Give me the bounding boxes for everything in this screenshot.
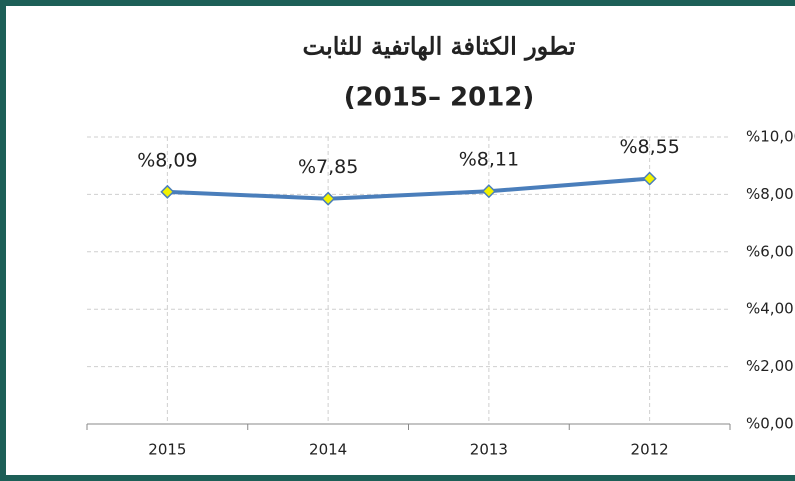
x-tick-label: 2013 (470, 441, 508, 459)
data-point (321, 191, 336, 206)
x-tick-label: 2012 (631, 441, 669, 459)
data-label: %8,11 (459, 149, 519, 171)
y-tick-label: %6,00 (746, 242, 794, 260)
series-line (167, 176, 650, 201)
data-point (642, 171, 657, 186)
data-label: %7,85 (298, 156, 358, 178)
data-point (160, 184, 175, 199)
data-label: %8,55 (619, 136, 679, 158)
chart-title: تطور الكثافة الهاتفية للثابت (303, 32, 576, 62)
y-tick-label: %8,00 (746, 185, 794, 203)
chart: تطور الكثافة الهاتفية للثابت (2015– 2012… (86, 32, 795, 459)
y-tick-label: %4,00 (746, 300, 794, 318)
chart-subtitle: (2015– 2012) (344, 83, 535, 113)
data-label: %8,09 (137, 149, 197, 171)
y-tick-label: %0,00 (746, 415, 794, 433)
y-tick-label: %10,00 (746, 128, 795, 146)
y-tick-label: %2,00 (746, 357, 794, 375)
x-tick-label: 2015 (148, 441, 186, 459)
x-tick-label: 2014 (309, 441, 347, 459)
data-point (481, 184, 496, 199)
